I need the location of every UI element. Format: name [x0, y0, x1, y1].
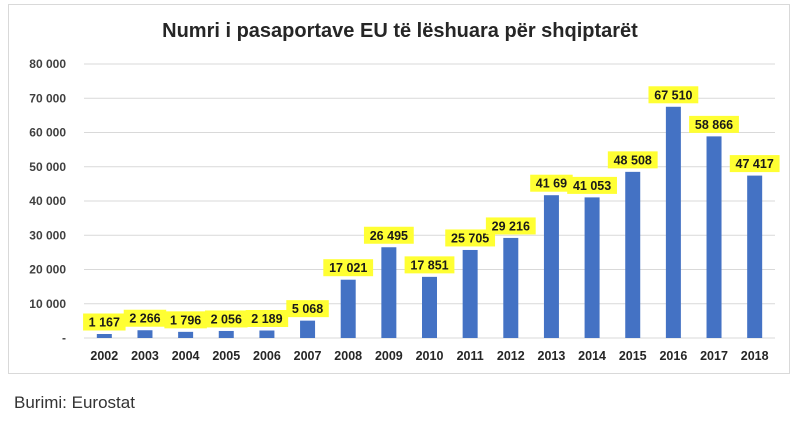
y-tick-label: 50 000 [29, 160, 66, 174]
data-label: 67 510 [654, 88, 692, 102]
data-label-bg [689, 115, 739, 133]
data-label-bg [607, 151, 658, 169]
x-tick-label: 2014 [578, 349, 606, 363]
data-label: 5 068 [292, 302, 323, 316]
bar [584, 197, 600, 338]
x-tick-label: 2004 [172, 349, 200, 363]
source-note: Burimi: Eurostat [14, 393, 135, 412]
x-tick-label: 2005 [212, 349, 240, 363]
data-label: 2 266 [129, 312, 160, 326]
x-tick-label: 2017 [700, 349, 728, 363]
bar [706, 136, 722, 338]
x-tick-label: 2007 [294, 349, 322, 363]
data-label: 25 705 [451, 231, 489, 245]
x-tick-label: 2012 [497, 349, 525, 363]
bar [137, 330, 153, 338]
x-tick-label: 2016 [659, 349, 687, 363]
data-label-bg [83, 313, 126, 331]
bar [178, 331, 194, 338]
x-tick-label: 2009 [375, 349, 403, 363]
y-tick-label: 80 000 [29, 57, 66, 71]
x-tick-label: 2018 [741, 349, 769, 363]
data-label: 41 69 [536, 177, 567, 191]
bar [543, 195, 559, 338]
data-label-bg [205, 310, 248, 328]
data-label-bg [123, 309, 167, 327]
x-tick-label: 2003 [131, 349, 159, 363]
data-label-bg [729, 155, 780, 173]
bar [300, 320, 316, 338]
data-label: 1 796 [170, 313, 201, 327]
x-tick-label: 2013 [538, 349, 566, 363]
data-label-bg [363, 226, 414, 244]
bar [96, 334, 112, 338]
bar [340, 279, 356, 338]
data-label: 2 189 [251, 312, 282, 326]
data-label: 47 417 [736, 157, 774, 171]
bar-chart: - 10 000 20 000 30 000 40 000 50 000 60 000 70 … [29, 57, 780, 363]
y-tick-label: 20 000 [29, 263, 66, 277]
bar [665, 106, 681, 338]
bar [259, 330, 275, 338]
x-tick-label: 2006 [253, 349, 281, 363]
data-label: 58 866 [695, 118, 733, 132]
data-label-bg [445, 229, 496, 247]
bar [218, 330, 234, 338]
bar [462, 249, 478, 338]
x-tick-label: 2008 [334, 349, 362, 363]
data-label-bg [164, 311, 207, 329]
x-tick-label: 2011 [457, 349, 484, 363]
bar [503, 237, 519, 338]
data-label: 41 053 [573, 179, 611, 193]
y-tick-label: 40 000 [29, 194, 66, 208]
data-label-bg [323, 259, 374, 277]
data-label: 48 508 [614, 153, 652, 167]
x-tick-label: 2002 [90, 349, 118, 363]
data-label-bg [404, 256, 455, 274]
y-tick-label: 10 000 [29, 297, 66, 311]
y-tick-label: 60 000 [29, 126, 66, 140]
bar [422, 276, 437, 338]
data-label: 26 495 [370, 229, 408, 243]
x-tick-label: 2010 [416, 349, 444, 363]
data-label: 29 216 [492, 219, 530, 233]
data-label: 17 851 [410, 258, 448, 272]
data-label-bg [648, 86, 699, 104]
chart-title: Numri i pasaportave EU të lëshuara për s… [162, 20, 638, 42]
y-tick-label: 30 000 [29, 228, 66, 242]
data-label-bg [567, 176, 617, 194]
bar [625, 171, 641, 338]
data-label-bg [245, 310, 289, 328]
data-label-bg [286, 300, 329, 318]
x-tick-label: 2015 [619, 349, 647, 363]
y-tick-label: 70 000 [29, 91, 66, 105]
data-label: 17 021 [329, 261, 367, 275]
data-label: 1 167 [89, 316, 120, 330]
y-tick-label: - [62, 331, 66, 345]
bar [381, 247, 397, 338]
data-label-bg [530, 174, 573, 192]
bar [747, 175, 763, 338]
data-label-bg [485, 217, 536, 235]
data-label: 2 056 [211, 312, 242, 326]
